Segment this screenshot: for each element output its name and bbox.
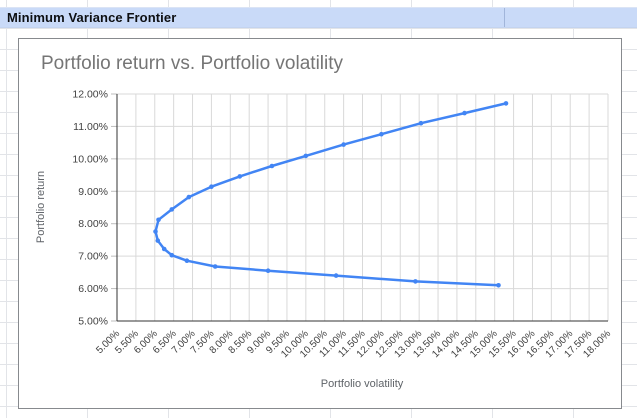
data-point bbox=[155, 238, 161, 243]
header-cell-label: Minimum Variance Frontier bbox=[7, 10, 177, 25]
y-tick-label: 8.00% bbox=[78, 218, 108, 230]
data-point bbox=[418, 120, 424, 126]
data-point bbox=[153, 229, 158, 234]
chart-card[interactable]: Portfolio return vs. Portfolio volatilit… bbox=[18, 38, 622, 409]
y-tick-label: 9.00% bbox=[78, 186, 108, 198]
data-point bbox=[184, 258, 190, 263]
x-axis-title: Portfolio volatility bbox=[320, 378, 404, 390]
frontier-line bbox=[154, 102, 508, 287]
cell-border bbox=[504, 8, 505, 27]
y-tick-label: 12.00% bbox=[72, 89, 108, 101]
data-point bbox=[169, 207, 175, 212]
data-point bbox=[161, 246, 167, 252]
y-tick-label: 7.00% bbox=[78, 251, 108, 263]
data-point bbox=[333, 273, 339, 278]
y-tick-label: 10.00% bbox=[72, 153, 108, 165]
data-point bbox=[212, 264, 218, 269]
data-point bbox=[209, 184, 214, 189]
chart-title: Portfolio return vs. Portfolio volatilit… bbox=[41, 53, 344, 74]
data-point bbox=[303, 153, 309, 159]
data-point bbox=[169, 252, 175, 258]
data-point bbox=[269, 163, 275, 169]
data-point bbox=[496, 283, 501, 288]
spreadsheet-header-row[interactable]: Minimum Variance Frontier bbox=[0, 7, 637, 28]
data-point bbox=[186, 194, 192, 200]
data-point bbox=[237, 174, 243, 179]
frontier-plot-area: 5.00% 6.00% 7.00% 8.00% 9.00% 10.00% 11.00% 12.… bbox=[72, 89, 613, 361]
data-point bbox=[503, 101, 509, 106]
data-point bbox=[413, 279, 418, 284]
y-tick-label: 11.00% bbox=[73, 121, 108, 133]
data-point bbox=[265, 268, 271, 273]
data-point bbox=[341, 142, 346, 147]
data-point bbox=[462, 110, 467, 116]
data-point bbox=[379, 131, 384, 137]
y-tick-label: 6.00% bbox=[78, 283, 108, 295]
y-tick-label: 5.00% bbox=[78, 316, 108, 328]
data-point bbox=[156, 217, 161, 223]
